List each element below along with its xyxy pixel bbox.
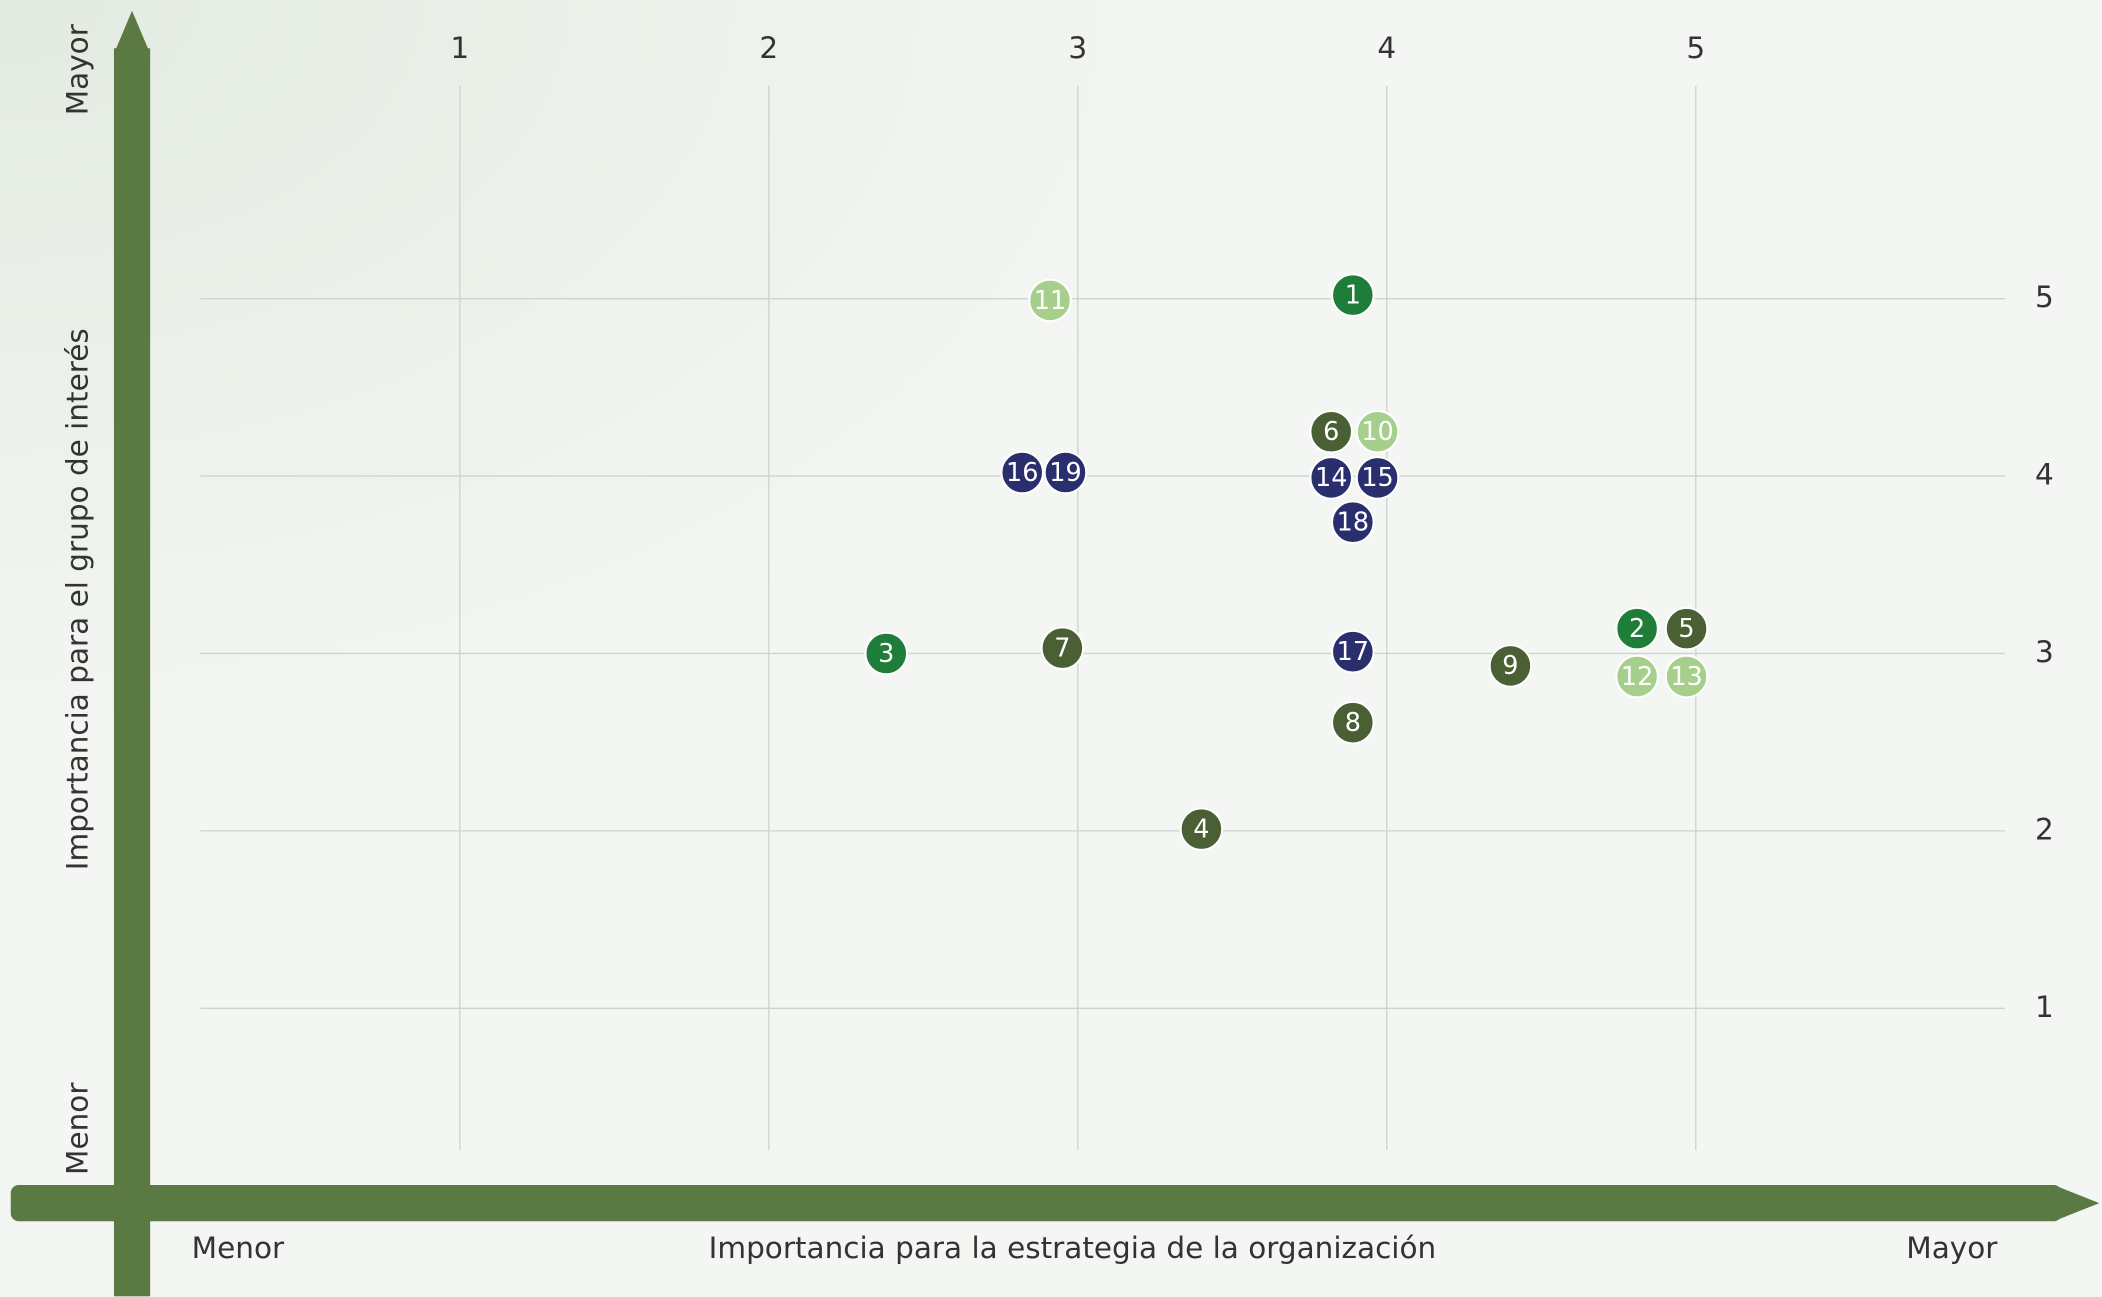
point-label: 8 [1345,708,1361,738]
point [1309,409,1353,454]
x-high-label: Mayor [1906,1231,1998,1265]
point-label: 5 [1678,614,1694,644]
y-tick-label: 5 [2035,280,2054,314]
point-label: 3 [878,639,894,669]
y-tick-label: 2 [2035,812,2054,846]
point [1040,626,1085,670]
point-label: 11 [1034,286,1066,316]
point-label: 4 [1193,814,1209,844]
point-label: 15 [1361,463,1393,493]
point-label: 1 [1345,280,1361,310]
y-tick-label: 1 [2035,990,2054,1024]
x-tick-label: 2 [759,31,778,65]
point [1179,807,1224,851]
y-tick-label: 3 [2035,635,2054,669]
point [1355,409,1400,454]
point-label: 10 [1361,417,1393,447]
x-tick-label: 4 [1377,31,1396,65]
point-label: 14 [1315,463,1347,493]
y-axis-arrow [113,48,151,1297]
point [1664,654,1709,699]
point [1488,644,1533,688]
point [1000,450,1044,495]
y-low-label: Menor [61,1082,95,1175]
point-label: 17 [1337,637,1369,667]
y-tick-label: 4 [2035,458,2054,492]
x-low-label: Menor [192,1231,285,1265]
y-arrowhead [113,10,151,54]
x-tick-label: 5 [1686,31,1705,65]
x-axis-arrow [10,1185,2062,1222]
point [864,631,909,676]
y-axis-label: Importancia para el grupo de interés [61,328,95,870]
point-label: 19 [1049,458,1081,488]
point [1309,456,1353,500]
x-tick-label: 3 [1068,31,1087,65]
point [1043,450,1088,495]
point [1355,456,1400,500]
x-axis-label: Importancia para la estrategia de la org… [709,1231,1437,1265]
point-label: 6 [1323,417,1339,447]
point-label: 7 [1054,634,1070,664]
x-arrowhead [2053,1185,2100,1222]
y-high-label: Mayor [61,23,95,115]
point [1331,629,1375,674]
x-tick-label: 1 [450,31,469,65]
point-label: 9 [1502,651,1518,681]
point [1331,273,1375,317]
point [1664,606,1709,651]
point [1028,278,1072,323]
point [1615,606,1659,651]
point [1331,700,1375,745]
point-label: 2 [1629,614,1645,644]
point [1331,500,1375,544]
point-label: 18 [1337,508,1369,538]
point-label: 16 [1006,458,1038,488]
axes [10,10,2100,1297]
grid [200,85,2005,1151]
point-label: 13 [1670,662,1702,692]
point-label: 12 [1621,662,1653,692]
point [1615,654,1659,699]
